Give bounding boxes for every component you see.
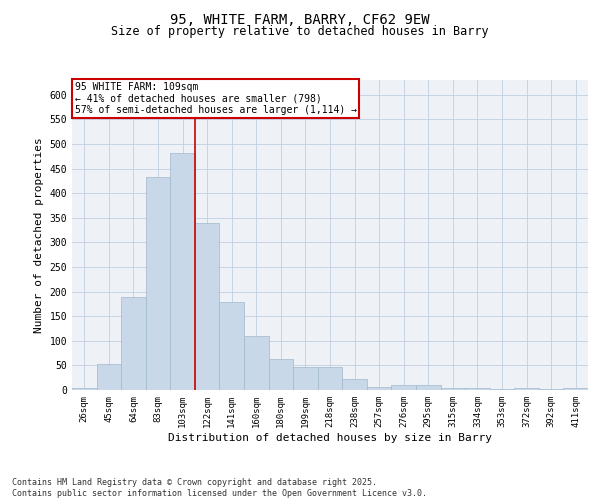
Bar [514,388,539,390]
Bar [391,385,416,390]
Bar [170,154,195,390]
Y-axis label: Number of detached properties: Number of detached properties [34,137,44,333]
Bar [293,367,318,390]
Text: Size of property relative to detached houses in Barry: Size of property relative to detached ho… [111,25,489,38]
Bar [318,367,342,390]
Text: 95 WHITE FARM: 109sqm
← 41% of detached houses are smaller (798)
57% of semi-det: 95 WHITE FARM: 109sqm ← 41% of detached … [74,82,356,115]
Bar [121,296,146,390]
Bar [220,302,244,390]
Bar [440,388,465,390]
X-axis label: Distribution of detached houses by size in Barry: Distribution of detached houses by size … [168,432,492,442]
Bar [539,389,563,390]
Bar [244,336,269,390]
Bar [146,178,170,390]
Bar [490,389,514,390]
Bar [269,360,293,390]
Bar [72,388,97,390]
Bar [465,388,490,390]
Bar [367,386,391,390]
Bar [416,385,440,390]
Bar [97,364,121,390]
Text: Contains HM Land Registry data © Crown copyright and database right 2025.
Contai: Contains HM Land Registry data © Crown c… [12,478,427,498]
Text: 95, WHITE FARM, BARRY, CF62 9EW: 95, WHITE FARM, BARRY, CF62 9EW [170,12,430,26]
Bar [563,388,588,390]
Bar [342,379,367,390]
Bar [195,222,220,390]
